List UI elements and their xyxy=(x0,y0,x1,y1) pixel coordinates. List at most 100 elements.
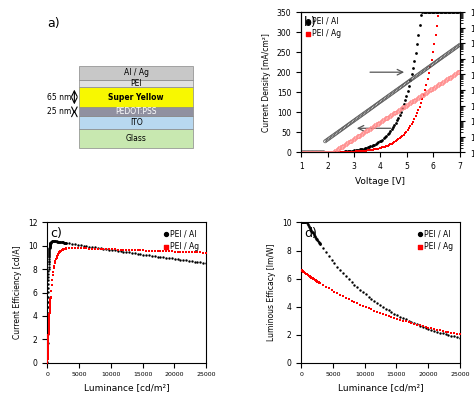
Point xyxy=(376,138,383,145)
Point xyxy=(303,271,311,278)
X-axis label: Voltage [V]: Voltage [V] xyxy=(356,177,405,186)
Point xyxy=(432,32,439,39)
Point xyxy=(305,149,313,156)
Point xyxy=(111,246,118,253)
Point xyxy=(318,149,325,156)
Point xyxy=(46,250,53,257)
Point xyxy=(410,97,418,103)
Point xyxy=(439,328,447,334)
Point xyxy=(376,302,384,308)
Point xyxy=(45,330,52,337)
Point xyxy=(365,106,373,113)
Point xyxy=(365,147,373,154)
Point xyxy=(379,117,386,124)
Point xyxy=(299,268,306,274)
Point xyxy=(188,258,196,264)
Point xyxy=(62,240,69,246)
Point xyxy=(447,9,454,15)
Point xyxy=(311,276,319,283)
Point xyxy=(329,149,337,156)
Point xyxy=(299,268,307,274)
Point xyxy=(364,108,372,114)
Point xyxy=(46,242,54,249)
Point xyxy=(442,331,449,337)
Point xyxy=(304,272,312,278)
Point xyxy=(91,244,99,251)
Text: c): c) xyxy=(51,226,63,240)
Point xyxy=(45,268,52,274)
Point xyxy=(428,9,436,15)
Point xyxy=(328,257,336,263)
Point xyxy=(45,323,53,330)
Point xyxy=(325,149,333,156)
Point xyxy=(301,219,308,226)
Point xyxy=(416,70,424,77)
Point xyxy=(156,254,164,260)
Point xyxy=(393,137,401,143)
Point xyxy=(456,9,464,15)
Point xyxy=(405,125,413,131)
Point xyxy=(436,329,444,336)
Point xyxy=(307,226,314,232)
Point xyxy=(51,260,59,266)
Point xyxy=(443,77,450,83)
Point xyxy=(335,149,342,156)
Point xyxy=(348,147,356,154)
Point xyxy=(303,220,311,226)
Point xyxy=(300,149,308,156)
Point xyxy=(408,319,415,325)
Point xyxy=(94,245,101,251)
Point xyxy=(446,9,453,15)
Point xyxy=(380,116,388,123)
Point xyxy=(45,256,53,262)
Point xyxy=(342,295,350,301)
Point xyxy=(299,219,307,226)
Text: Al / Ag: Al / Ag xyxy=(124,69,149,77)
Point xyxy=(114,247,121,254)
Point xyxy=(46,239,54,246)
Point xyxy=(420,67,428,74)
Point xyxy=(299,149,306,156)
Point xyxy=(59,247,66,253)
Point xyxy=(368,147,375,153)
Point xyxy=(320,149,328,156)
Point xyxy=(46,313,53,320)
Point xyxy=(162,254,170,261)
Point xyxy=(392,138,400,145)
Point xyxy=(453,70,461,76)
Point xyxy=(361,109,369,116)
Point xyxy=(301,219,309,226)
Point xyxy=(452,44,460,51)
Point xyxy=(311,149,319,156)
Point xyxy=(302,270,310,277)
Point xyxy=(313,149,321,156)
Point xyxy=(312,235,320,242)
Point xyxy=(46,249,53,256)
Point xyxy=(94,245,101,252)
Point xyxy=(299,219,306,226)
Point xyxy=(62,245,69,252)
Point xyxy=(44,348,52,355)
Point xyxy=(371,141,378,148)
Point xyxy=(443,9,450,15)
Point xyxy=(364,147,372,154)
Point xyxy=(63,245,70,252)
Point xyxy=(324,136,332,143)
Point xyxy=(320,149,328,156)
Point xyxy=(337,144,345,150)
Point xyxy=(316,149,324,156)
Point xyxy=(340,149,347,155)
Point xyxy=(419,69,426,75)
Point xyxy=(357,131,365,137)
Point xyxy=(202,260,210,266)
Point xyxy=(318,149,325,156)
Point xyxy=(47,295,55,301)
Point xyxy=(46,248,53,255)
Point xyxy=(456,42,464,48)
Point xyxy=(397,106,405,112)
Point xyxy=(343,148,350,154)
Point xyxy=(337,127,345,133)
Point xyxy=(171,256,179,262)
Point xyxy=(400,82,408,88)
Point xyxy=(429,9,437,15)
